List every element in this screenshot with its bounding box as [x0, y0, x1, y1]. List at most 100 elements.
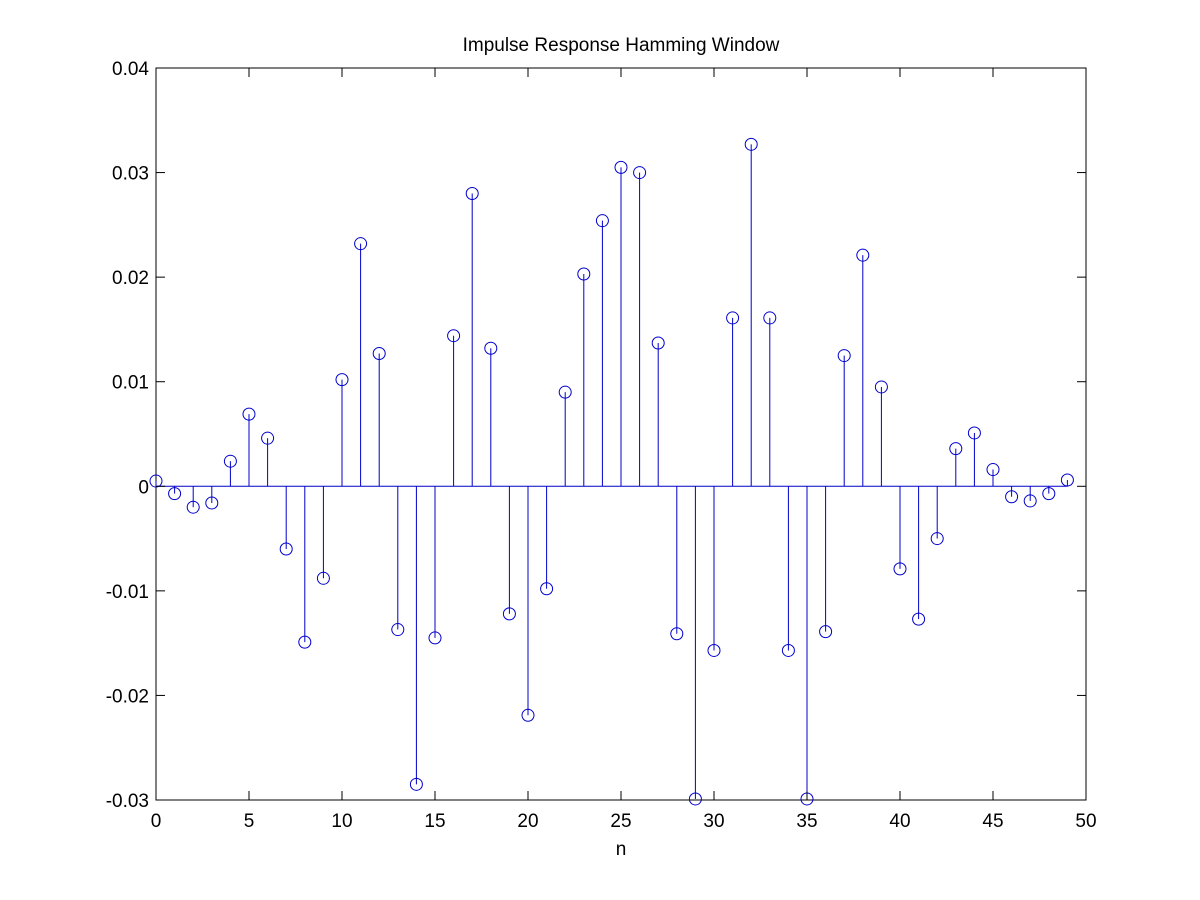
stem-marker: [577, 267, 591, 281]
stem-marker: [707, 643, 721, 657]
stem-point: [447, 329, 461, 487]
x-tick-label: 0: [151, 811, 162, 832]
stem-marker: [205, 496, 219, 510]
stem-point: [540, 486, 554, 596]
stem-point: [298, 486, 312, 649]
stem-marker: [242, 407, 256, 421]
stem-point: [558, 385, 572, 487]
stem-marker: [428, 631, 442, 645]
y-tick-label: 0.03: [112, 164, 149, 185]
stem-marker: [726, 311, 740, 325]
stem-marker: [391, 623, 405, 637]
stem-marker: [1060, 473, 1074, 487]
stem-point: [726, 311, 740, 487]
stem-point: [205, 486, 219, 510]
x-tick-label: 20: [517, 811, 538, 832]
stem-marker: [1023, 494, 1037, 508]
stem-point: [577, 267, 591, 487]
stem-point: [223, 454, 237, 487]
stem-point: [986, 463, 1000, 487]
stem-point: [261, 431, 275, 487]
y-tick-label: -0.03: [106, 791, 149, 812]
stem-point: [242, 407, 256, 487]
stem-marker: [781, 643, 795, 657]
stem-marker: [651, 336, 665, 350]
stem-marker: [186, 500, 200, 514]
x-tick-label: 45: [982, 811, 1003, 832]
y-tick-label: -0.02: [106, 686, 149, 707]
stem-marker: [986, 463, 1000, 477]
stem-marker: [967, 426, 981, 440]
stem-marker: [670, 627, 684, 641]
stem-point: [279, 486, 293, 556]
stem-marker: [1042, 487, 1056, 501]
y-tick-label: 0.02: [112, 268, 149, 289]
stem-point: [521, 486, 535, 722]
y-tick-label: 0: [138, 477, 149, 498]
stem-marker: [819, 625, 833, 639]
stem-marker: [1005, 490, 1019, 504]
stem-marker: [354, 237, 368, 251]
stem-marker: [223, 454, 237, 468]
x-tick-label: 15: [424, 811, 445, 832]
stem-point: [316, 486, 330, 585]
x-axis-label: n: [616, 839, 627, 860]
stem-marker: [465, 186, 479, 200]
stem-point: [874, 380, 888, 487]
stem-point: [595, 214, 609, 487]
stem-point: [856, 248, 870, 487]
stem-point: [391, 486, 405, 637]
stem-marker: [540, 582, 554, 596]
stem-point: [428, 486, 442, 645]
stem-point: [930, 486, 944, 546]
chart-title: Impulse Response Hamming Window: [463, 35, 780, 56]
stem-point: [893, 486, 907, 576]
stem-marker: [521, 708, 535, 722]
stem-marker: [558, 385, 572, 399]
stem-marker: [874, 380, 888, 394]
stem-marker: [316, 571, 330, 585]
stem-point: [614, 160, 628, 487]
stem-point: [651, 336, 665, 487]
stem-marker: [502, 607, 516, 621]
stem-point: [819, 486, 833, 639]
stem-point: [949, 442, 963, 487]
stem-marker: [763, 311, 777, 325]
stem-marker: [614, 160, 628, 174]
stem-point: [149, 474, 163, 488]
stem-point: [1023, 486, 1037, 508]
stem-marker: [912, 612, 926, 626]
stem-marker: [856, 248, 870, 262]
stem-marker: [261, 431, 275, 445]
stem-marker: [447, 329, 461, 343]
stem-marker: [168, 487, 182, 501]
stem-marker: [949, 442, 963, 456]
stem-marker: [744, 137, 758, 151]
stem-point: [1060, 473, 1074, 487]
x-tick-label: 25: [610, 811, 631, 832]
stem-point: [967, 426, 981, 487]
stem-point: [688, 486, 702, 806]
stem-marker: [409, 777, 423, 791]
stem-marker: [298, 635, 312, 649]
stem-point: [484, 341, 498, 487]
x-tick-label: 30: [703, 811, 724, 832]
stem-point: [633, 166, 647, 487]
stem-point: [335, 373, 349, 487]
stem-point: [372, 346, 386, 487]
x-tick-label: 10: [331, 811, 352, 832]
stem-point: [763, 311, 777, 487]
stem-point: [465, 186, 479, 487]
stem-marker: [837, 349, 851, 363]
stem-marker: [930, 532, 944, 546]
x-tick-label: 5: [244, 811, 255, 832]
y-tick-label: -0.01: [106, 582, 149, 603]
x-tick-label: 40: [889, 811, 910, 832]
stem-marker: [688, 792, 702, 806]
stems-layer: [149, 137, 1074, 806]
stem-point: [168, 486, 182, 501]
stem-point: [1005, 486, 1019, 504]
stem-point: [912, 486, 926, 626]
stem-marker: [279, 542, 293, 556]
